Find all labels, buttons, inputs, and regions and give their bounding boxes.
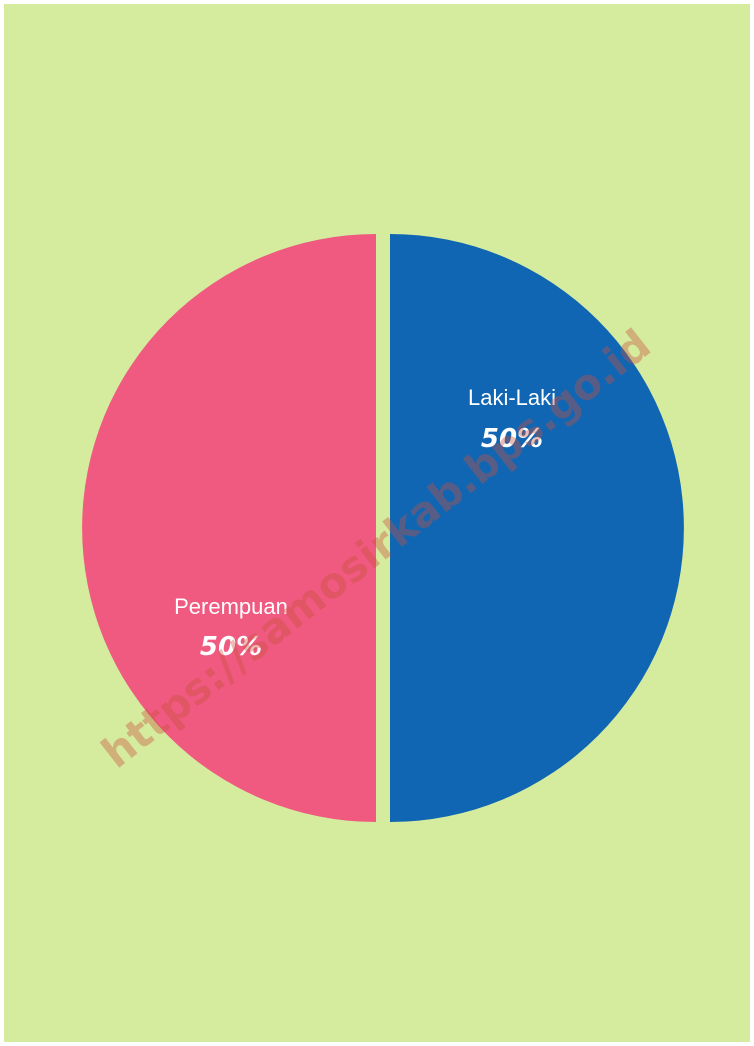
pie-slice-laki-laki: [390, 234, 684, 822]
slice-value-perempuan: 50%: [200, 632, 262, 662]
slice-value-laki-laki: 50%: [481, 424, 543, 454]
pie-labels: Laki-Laki 50% Perempuan 50%: [174, 385, 556, 662]
slice-label-perempuan: Perempuan: [174, 594, 288, 619]
pie-slice-perempuan: [82, 234, 376, 822]
slice-label-laki-laki: Laki-Laki: [468, 385, 556, 410]
pie-slices: [82, 234, 684, 822]
